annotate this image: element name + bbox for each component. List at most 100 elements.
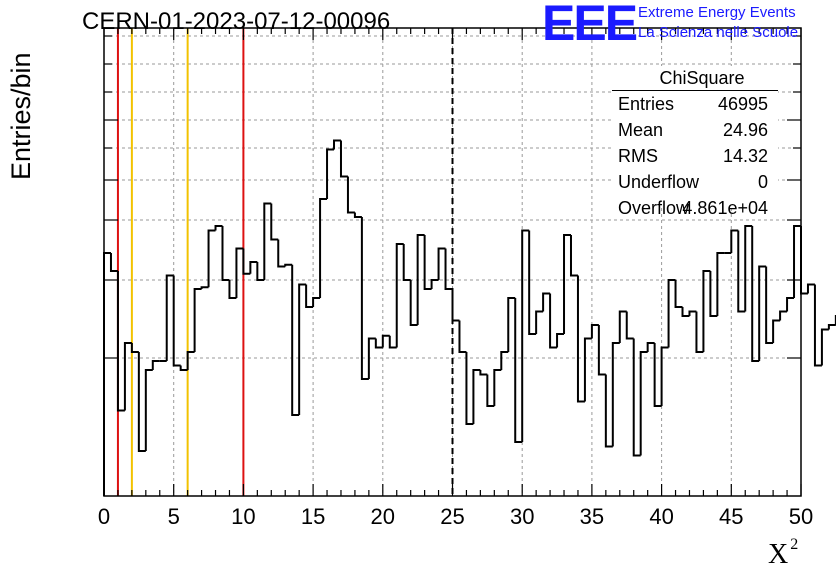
histogram-bin (305, 284, 314, 308)
histogram-bin (597, 325, 606, 376)
stats-box: ChiSquare Entries 46995 Mean 24.96 RMS 1… (612, 66, 778, 218)
histogram-bin (549, 293, 558, 349)
histogram-bin (221, 226, 230, 281)
histogram-bin (660, 346, 669, 406)
histogram-bin (786, 297, 795, 312)
x-tick-label: 30 (510, 504, 534, 529)
stats-key: Entries (618, 94, 675, 114)
histogram-bin (444, 248, 453, 290)
eee-logo: EEE Extreme Energy Events La Scienza nel… (542, 0, 832, 51)
stats-key: RMS (618, 146, 658, 166)
eee-logo-line2: La Scienza nelle Scuole (638, 24, 799, 41)
histogram-bin (458, 320, 467, 353)
histogram-bin (632, 338, 641, 457)
stats-value: 46995 (717, 94, 768, 114)
histogram-bin (611, 342, 620, 447)
histogram-bin (130, 343, 139, 353)
histogram-bin (165, 274, 174, 361)
histogram-bin (542, 292, 551, 312)
histogram-bin (423, 235, 432, 290)
histogram-bin (416, 234, 425, 325)
stats-row-rms: RMS 14.32 (612, 143, 778, 169)
histogram-bin (688, 310, 697, 316)
stats-key: Underflow (618, 172, 700, 192)
histogram-bin (813, 284, 822, 367)
histogram-bin (500, 351, 509, 370)
histogram-bin (590, 324, 599, 339)
histogram-bin (291, 264, 300, 416)
x-tick-label: 40 (649, 504, 673, 529)
histogram-bin (249, 261, 258, 274)
histogram-bin (270, 203, 279, 241)
histogram-bin (374, 338, 383, 349)
stats-value: 24.96 (722, 120, 768, 140)
run-title: CERN-01-2023-07-12-00096 (82, 8, 391, 35)
stats-row-mean: Mean 24.96 (612, 117, 778, 143)
histogram-bin (800, 226, 808, 295)
histogram-bin (381, 334, 390, 348)
histogram-bin (716, 252, 725, 316)
stats-key: Overflow (618, 198, 690, 218)
histogram-bin (346, 176, 355, 214)
histogram-bin (493, 369, 502, 406)
histogram-bin (639, 351, 648, 456)
histogram-bin (319, 198, 328, 298)
histogram-bin (430, 279, 439, 289)
histogram-bin (556, 333, 565, 348)
histogram-bin (277, 239, 286, 268)
histogram-bin (765, 266, 774, 344)
histogram-bin (758, 265, 767, 361)
histogram-bin (207, 229, 216, 288)
histogram-bin (779, 310, 788, 321)
histogram-bin (437, 247, 446, 280)
histogram-bin (228, 280, 237, 299)
x-tick-label: 35 (580, 504, 604, 529)
histogram-bin (409, 280, 418, 326)
histogram-bin (709, 271, 718, 317)
histogram-bin (144, 369, 153, 451)
histogram-bin (751, 226, 760, 362)
eee-logo-mark: EEE (542, 0, 638, 51)
histogram-bin (514, 298, 523, 443)
stats-row-underflow: Underflow 0 (612, 169, 778, 195)
histogram-bin (326, 148, 335, 199)
histogram-bin (116, 271, 125, 412)
x-tick-label: 45 (719, 504, 743, 529)
histogram-bin (730, 229, 739, 253)
histogram-bin (625, 311, 634, 340)
histogram-bin (402, 244, 411, 281)
histogram-bin (451, 289, 460, 322)
histogram-bin (395, 243, 404, 348)
histogram-bin (172, 275, 181, 367)
histogram-bin (695, 311, 704, 353)
stats-value: 0 (757, 172, 768, 192)
histogram-bin (367, 337, 376, 379)
histogram-bin (653, 343, 662, 407)
histogram-bin (618, 310, 627, 343)
histogram-bin (667, 279, 676, 348)
histogram-bin (284, 263, 293, 267)
histogram-bin (793, 225, 801, 298)
histogram-bin (312, 297, 321, 307)
histogram-bin (806, 283, 815, 294)
x-tick-label: 5 (168, 504, 180, 529)
histogram-bin (103, 252, 111, 496)
histogram-bin (333, 139, 341, 150)
histogram-bin (200, 286, 209, 289)
histogram-bin (479, 370, 488, 376)
x-tick-label: 20 (371, 504, 395, 529)
stats-value: 4.861e+04 (682, 198, 768, 218)
histogram-bin (472, 369, 481, 424)
x-tick-label: 25 (440, 504, 464, 529)
histogram-bin (702, 270, 711, 352)
histogram-bin (827, 324, 836, 330)
y-axis-label: Entries/bin (6, 52, 36, 180)
stats-value: 14.32 (722, 146, 768, 166)
histogram-bin (583, 337, 592, 402)
histogram-bin (772, 319, 781, 343)
x-tick-label: 10 (231, 504, 255, 529)
x-axis-label-superscript: 2 (790, 536, 799, 553)
histogram-bin (507, 297, 516, 352)
